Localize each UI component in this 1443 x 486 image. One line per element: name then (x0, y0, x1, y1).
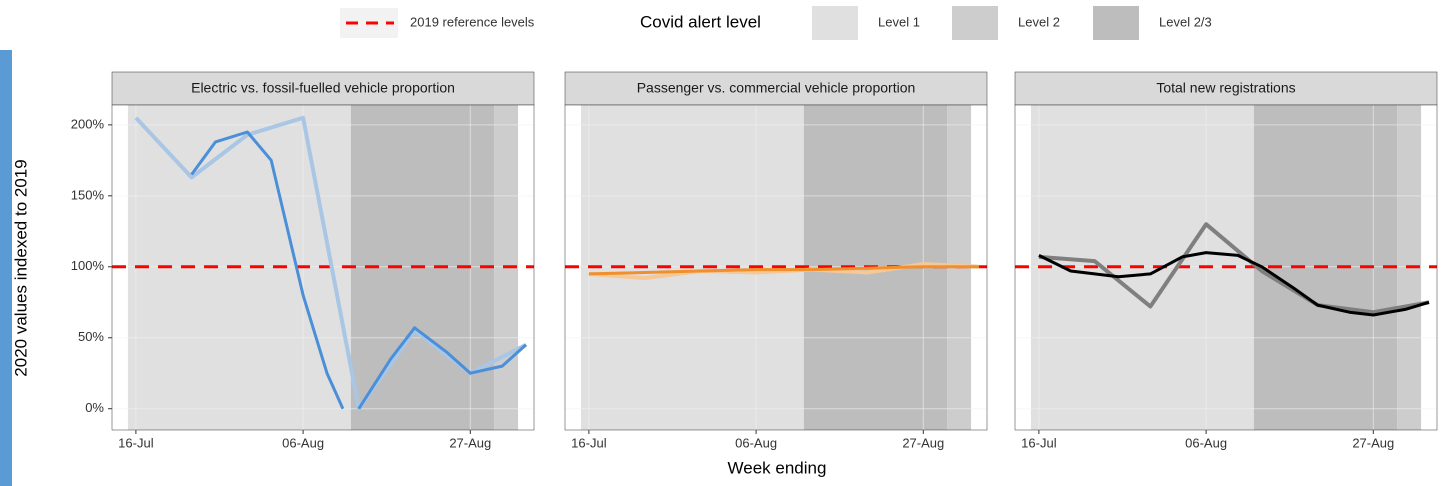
y-tick-label: 200% (71, 116, 105, 131)
panel-border (564, 104, 988, 431)
data-line (588, 265, 979, 276)
legend-label: Level 1 (878, 14, 920, 29)
legend-key (812, 6, 858, 40)
x-tick-label: 06-Aug (1185, 435, 1227, 450)
data-line (1038, 222, 1430, 315)
panel-title: Passenger vs. commercial vehicle proport… (637, 80, 916, 96)
legend-label: 2019 reference levels (410, 14, 535, 29)
legend-label: Level 2/3 (1159, 14, 1212, 29)
y-tick-label: 100% (71, 258, 105, 273)
y-tick-label: 150% (71, 187, 105, 202)
strip (111, 71, 535, 106)
legend-title: Covid alert level (640, 12, 761, 31)
legend-label: Level 2 (1018, 14, 1060, 29)
legend-key (952, 6, 998, 40)
y-tick-label: 0% (85, 400, 104, 415)
x-tick-label: 27-Aug (1352, 435, 1394, 450)
x-tick-label: 27-Aug (902, 435, 944, 450)
x-tick-label: 16-Jul (118, 435, 154, 450)
data-line (190, 130, 528, 410)
side-bar (0, 50, 12, 486)
x-tick-label: 16-Jul (1021, 435, 1057, 450)
x-tick-label: 27-Aug (449, 435, 491, 450)
x-tick-label: 06-Aug (735, 435, 777, 450)
x-tick-label: 06-Aug (282, 435, 324, 450)
panel-border (1014, 104, 1438, 431)
legend-key (1093, 6, 1139, 40)
strip (1014, 71, 1438, 106)
data-line (1038, 251, 1430, 317)
y-axis-title: 2020 values indexed to 2019 (11, 159, 30, 376)
strip (564, 71, 988, 106)
x-axis-title: Week ending (728, 458, 827, 477)
x-tick-label: 16-Jul (571, 435, 607, 450)
panel-border (111, 104, 535, 431)
panel-title: Total new registrations (1156, 80, 1295, 96)
y-tick-label: 50% (78, 329, 104, 344)
panel-title: Electric vs. fossil-fuelled vehicle prop… (191, 80, 455, 96)
